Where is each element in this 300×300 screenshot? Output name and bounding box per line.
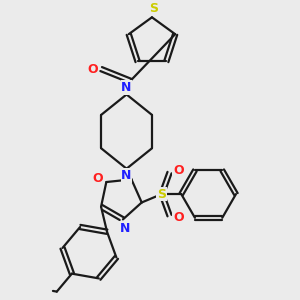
Text: O: O <box>173 211 184 224</box>
Text: N: N <box>122 169 132 182</box>
Text: O: O <box>92 172 103 184</box>
Text: S: S <box>157 188 166 201</box>
Text: O: O <box>87 63 98 76</box>
Text: N: N <box>122 81 132 94</box>
Text: O: O <box>173 164 184 177</box>
Text: S: S <box>149 2 158 15</box>
Text: N: N <box>120 222 130 235</box>
